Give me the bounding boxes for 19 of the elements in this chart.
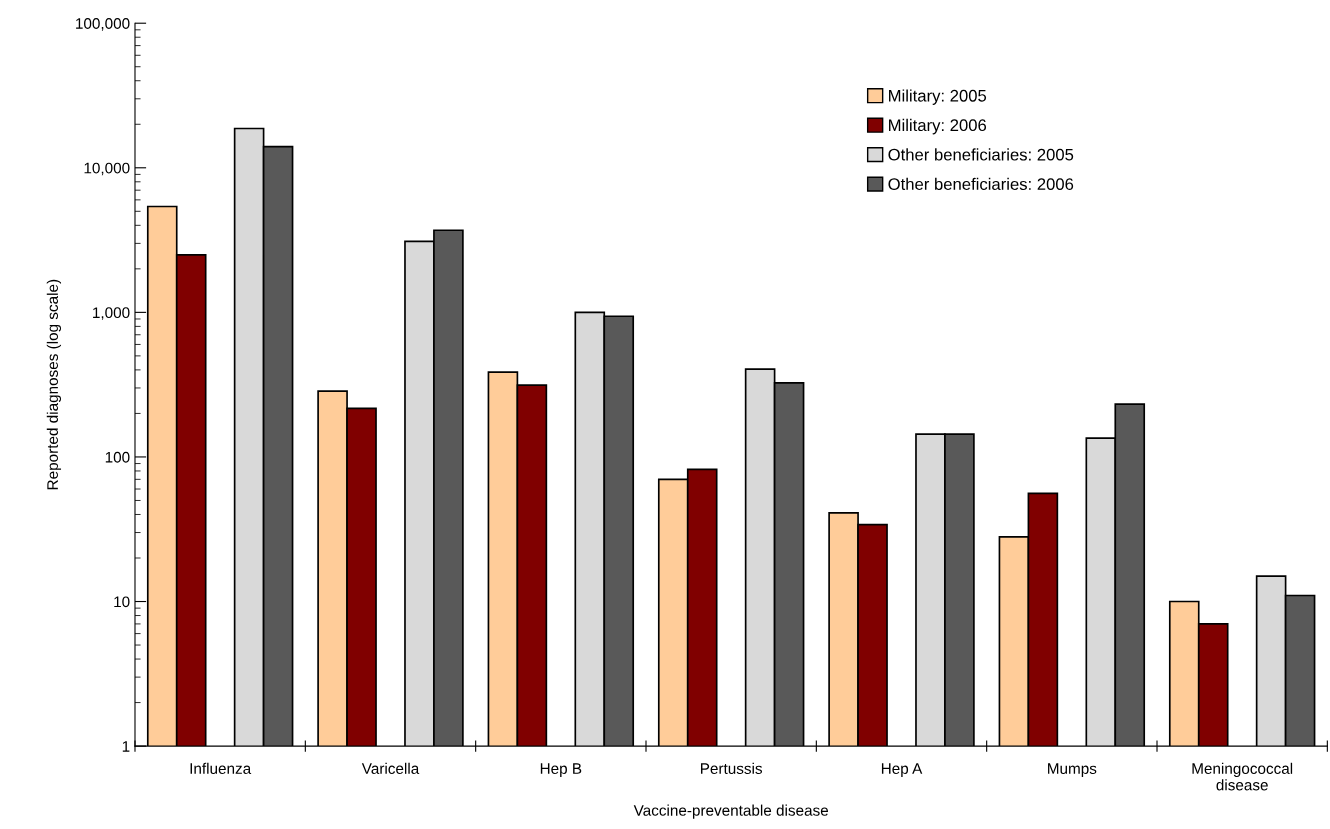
y-tick-label: 1	[122, 741, 130, 752]
y-tick-label: 100,000	[76, 18, 130, 31]
x-tick-label: Influenza	[190, 762, 252, 774]
legend-label: Other beneficiaries: 2005	[888, 148, 1074, 161]
y-tick-label: 100	[105, 451, 130, 463]
legend-label: Other beneficiaries: 2006	[888, 177, 1074, 191]
x-tick-label: Hep A	[881, 763, 923, 778]
y-tick-label: 10	[114, 596, 130, 608]
legend-label: Military: 2006	[889, 118, 987, 135]
x-tick-label: Meningococcal disease	[1192, 762, 1293, 791]
x-tick-label: Mumps	[1048, 763, 1097, 778]
y-tick-label: 10,000	[84, 162, 130, 176]
y-tick-label: 1,000	[93, 307, 130, 320]
x-tick-label: Pertussis	[701, 762, 763, 774]
y-axis-title: Reported diagnoses (log scale)	[46, 279, 62, 490]
x-tick-label: Hep B	[540, 763, 582, 778]
x-axis-title: Vaccine-preventable disease	[633, 804, 829, 819]
legend-label: Military: 2005	[889, 89, 987, 105]
x-tick-label: Varicella	[361, 762, 420, 774]
